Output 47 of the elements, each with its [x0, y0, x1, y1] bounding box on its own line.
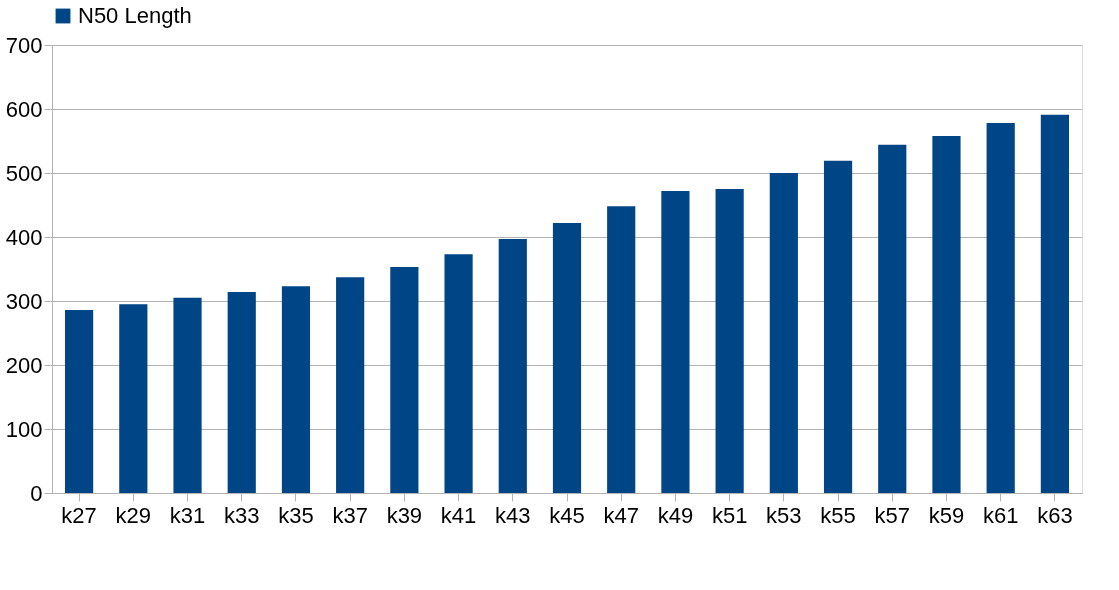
- bar: [607, 206, 636, 493]
- x-tick-label: k39: [386, 502, 423, 528]
- x-tick-label: k29: [115, 502, 152, 528]
- bar: [769, 173, 798, 493]
- x-tick-label: k63: [1037, 502, 1073, 528]
- x-tick-label: k35: [278, 502, 314, 528]
- y-tick-label: 700: [5, 32, 43, 58]
- x-tick-label: k57: [874, 502, 911, 528]
- x-tick-label: k55: [820, 502, 856, 528]
- bar: [498, 238, 527, 493]
- x-tick-label: k37: [332, 502, 368, 528]
- bar: [823, 160, 853, 493]
- x-tick-label: k49: [657, 502, 694, 528]
- bar: [173, 297, 202, 493]
- y-tick-label: 0: [30, 480, 43, 506]
- x-tick-label: k53: [766, 502, 802, 528]
- x-tick-label: k61: [982, 502, 1019, 528]
- x-tick-label: k43: [495, 502, 531, 528]
- x-tick-label: k47: [603, 502, 639, 528]
- bar: [444, 254, 473, 493]
- bar: [227, 292, 256, 493]
- y-tick-label: 600: [5, 96, 43, 122]
- bar: [878, 144, 907, 493]
- bar: [281, 286, 311, 493]
- bar: [552, 222, 582, 493]
- bar: [119, 304, 148, 493]
- bar: [932, 135, 961, 493]
- y-tick-label: 200: [5, 352, 43, 378]
- bar: [390, 267, 419, 493]
- x-tick-label: k31: [169, 502, 206, 528]
- bar: [1040, 114, 1069, 493]
- bar: [986, 123, 1015, 493]
- legend-label: N50 Length: [78, 3, 192, 28]
- y-tick-label: 500: [5, 160, 43, 186]
- bar: [715, 189, 744, 493]
- x-tick-label: k51: [711, 502, 748, 528]
- bar: [661, 190, 690, 493]
- y-tick-label: 400: [5, 224, 43, 250]
- y-tick-label: 100: [5, 416, 43, 442]
- x-tick-label: k59: [928, 502, 965, 528]
- x-tick-label: k41: [440, 502, 477, 528]
- y-tick-label: 300: [5, 288, 43, 314]
- bar: [336, 277, 365, 493]
- bar: [65, 309, 94, 493]
- x-tick-label: k45: [549, 502, 585, 528]
- x-tick-label: k33: [223, 502, 260, 528]
- x-tick-label: k27: [61, 502, 97, 528]
